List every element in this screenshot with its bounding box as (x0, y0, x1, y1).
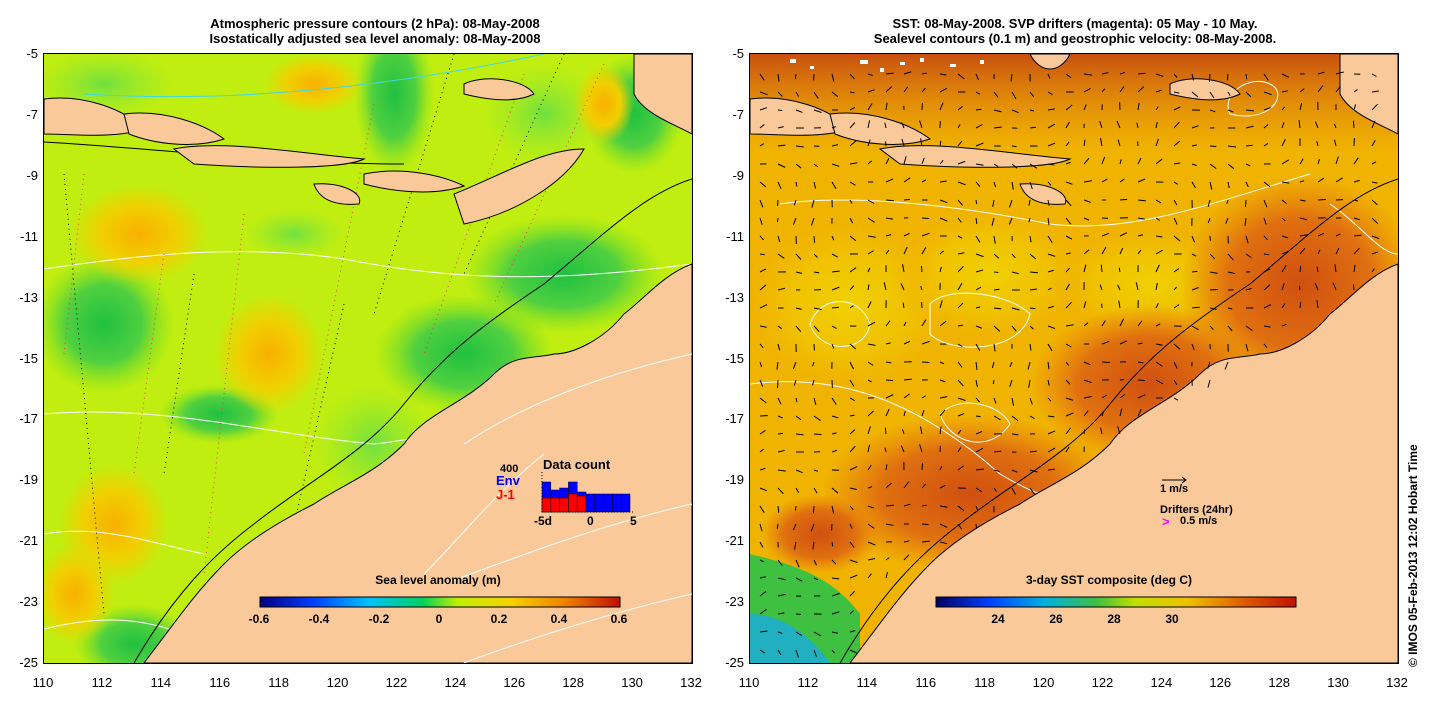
x-axis-tick: 128 (562, 675, 585, 690)
x-axis-tick: 122 (1091, 675, 1114, 690)
right-title-line2: Sealevel contours (0.1 m) and geostrophi… (873, 31, 1277, 46)
x-axis-tick: 114 (856, 675, 878, 690)
drifter-scale-label: 0.5 m/s (1180, 515, 1218, 527)
data-count-x-tick: 5 (630, 514, 637, 528)
y-axis-tick: -5 (26, 46, 38, 61)
y-axis-tick: -21 (725, 533, 744, 549)
drifters-label: Drifters (24hr) (1160, 504, 1233, 516)
y-axis-tick: -7 (26, 106, 38, 122)
x-axis-tick: 128 (1268, 675, 1291, 690)
left-title-line1: Atmospheric pressure contours (2 hPa): 0… (210, 16, 540, 31)
y-axis-tick: -7 (732, 106, 744, 122)
right-title-line1: SST: 08-May-2008. SVP drifters (magenta)… (892, 16, 1258, 31)
sst-colorbar-title: 3-day SST composite (deg C) (1025, 573, 1193, 587)
y-axis-tick: -9 (26, 167, 38, 183)
env-bar (620, 493, 631, 513)
data-count-inset (541, 472, 634, 513)
sla-colorbar-tick: 0.6 (610, 612, 628, 626)
x-axis-tick: 118 (268, 675, 289, 690)
sst-colorbar (935, 596, 1297, 608)
data-count-scale: 400 (500, 463, 519, 475)
x-axis-tick: 130 (621, 675, 643, 690)
data-count-x-tick: -5d (534, 514, 552, 528)
x-axis-tick: 116 (915, 675, 937, 690)
x-axis-tick: 112 (797, 675, 819, 690)
y-axis-tick: -21 (19, 533, 38, 549)
y-axis-tick: -5 (732, 46, 744, 61)
j1-bar (559, 497, 569, 513)
y-axis-tick: -11 (20, 228, 38, 244)
x-axis-tick: 116 (209, 675, 231, 690)
x-axis-tick: 114 (150, 675, 172, 690)
x-axis-tick: 132 (1386, 675, 1408, 690)
y-axis-tick: -17 (19, 411, 38, 427)
sla-colorbar-tick: -0.4 (308, 612, 330, 626)
velocity-scale-label: 1 m/s (1160, 483, 1189, 495)
sla-map-graphic (44, 54, 692, 663)
x-axis-tick: 110 (738, 675, 760, 690)
sla-colorbar-title: Sea level anomaly (m) (375, 573, 501, 587)
sla-colorbar-tick: 0 (435, 612, 443, 626)
sst-colorbar-tick: 26 (1049, 612, 1063, 626)
x-axis-tick: 132 (680, 675, 702, 690)
sst-map-graphic (750, 54, 1398, 663)
sla-map[interactable] (43, 53, 693, 664)
data-count-j1-label: J-1 (496, 487, 515, 502)
y-axis-tick: -17 (725, 411, 744, 427)
env-bar (594, 493, 604, 513)
x-axis-tick: 118 (974, 675, 995, 690)
left-title-line2: Isostatically adjusted sea level anomaly… (209, 31, 541, 46)
x-axis-tick: 124 (444, 675, 467, 690)
y-axis-tick: -23 (725, 594, 744, 610)
y-axis-tick: -9 (732, 167, 744, 183)
sst-colorbar-tick: 28 (1107, 612, 1121, 626)
x-axis-tick: 126 (1209, 675, 1232, 690)
x-axis-tick: 120 (1032, 675, 1055, 690)
y-axis-tick: -13 (19, 289, 38, 305)
y-axis-tick: -19 (725, 472, 744, 488)
j1-bar (550, 497, 560, 513)
env-bar (612, 493, 622, 513)
imos-credit: © IMOS 05-Feb-2013 12:02 Hobart Time (1406, 444, 1420, 667)
sst-map[interactable] (749, 53, 1399, 664)
x-axis-tick: 126 (503, 675, 526, 690)
data-count-title: Data count (543, 457, 611, 472)
data-count-x-tick: 0 (587, 514, 594, 528)
y-axis-tick: -25 (725, 655, 744, 670)
sla-colorbar-tick: -0.6 (248, 612, 270, 626)
data-count-env-label: Env (496, 473, 520, 488)
x-axis-tick: 130 (1327, 675, 1349, 690)
sla-colorbar-tick: 0.4 (550, 612, 568, 626)
y-axis-tick: -15 (725, 350, 744, 366)
x-axis-tick: 124 (1150, 675, 1173, 690)
sst-colorbar-tick: 24 (991, 612, 1005, 626)
x-axis-tick: 120 (326, 675, 349, 690)
j1-bar (541, 497, 552, 513)
sst-colorbar-tick: 30 (1165, 612, 1179, 626)
y-axis-tick: -19 (19, 472, 38, 488)
sla-colorbar (259, 596, 621, 608)
x-axis-tick: 110 (32, 675, 54, 690)
sla-colorbar-tick: 0.2 (490, 612, 508, 626)
env-bar (585, 493, 596, 513)
drifter-marker: > (1162, 514, 1170, 529)
j1-bar (568, 493, 578, 513)
sla-colorbar-tick: -0.2 (368, 612, 390, 626)
j1-bar (576, 495, 587, 513)
y-axis-tick: -11 (726, 228, 744, 244)
y-axis-tick: -23 (19, 594, 38, 610)
env-bar (603, 493, 613, 513)
x-axis-tick: 122 (385, 675, 408, 690)
y-axis-tick: -25 (19, 655, 38, 670)
y-axis-tick: -13 (725, 289, 744, 305)
y-axis-tick: -15 (19, 350, 38, 366)
x-axis-tick: 112 (91, 675, 113, 690)
